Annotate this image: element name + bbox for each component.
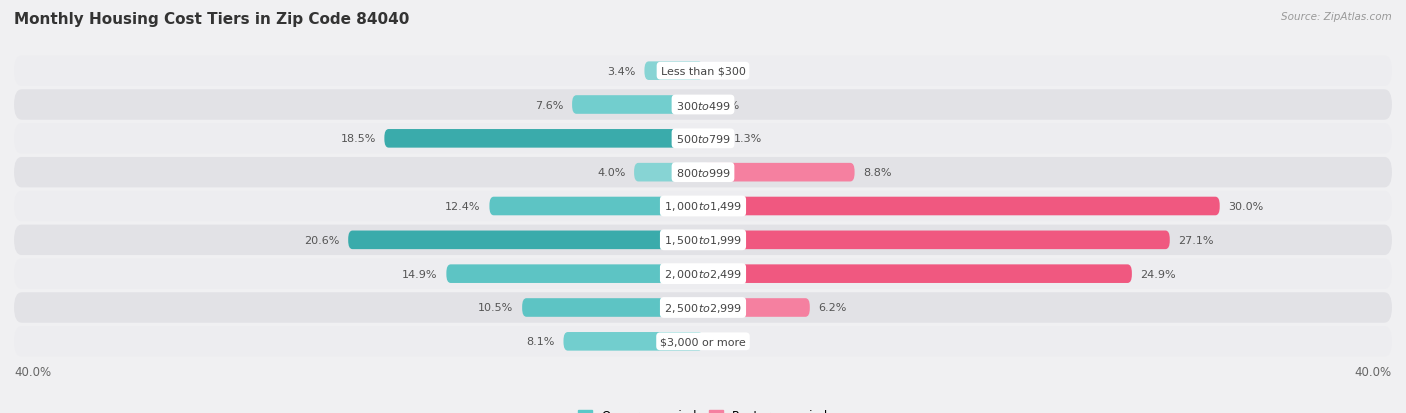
Text: $2,500 to $2,999: $2,500 to $2,999 [664, 301, 742, 314]
FancyBboxPatch shape [703, 164, 855, 182]
Text: 12.4%: 12.4% [446, 202, 481, 211]
Text: 3.4%: 3.4% [607, 66, 636, 76]
Text: 1.3%: 1.3% [734, 134, 762, 144]
FancyBboxPatch shape [564, 332, 703, 351]
FancyBboxPatch shape [349, 231, 703, 249]
FancyBboxPatch shape [14, 225, 1392, 255]
FancyBboxPatch shape [14, 124, 1392, 154]
Text: 8.1%: 8.1% [526, 337, 555, 347]
FancyBboxPatch shape [14, 326, 1392, 357]
Text: 40.0%: 40.0% [1355, 365, 1392, 378]
FancyBboxPatch shape [644, 62, 703, 81]
FancyBboxPatch shape [14, 158, 1392, 188]
FancyBboxPatch shape [489, 197, 703, 216]
Text: Monthly Housing Cost Tiers in Zip Code 84040: Monthly Housing Cost Tiers in Zip Code 8… [14, 12, 409, 27]
FancyBboxPatch shape [14, 292, 1392, 323]
FancyBboxPatch shape [14, 56, 1392, 87]
FancyBboxPatch shape [703, 265, 1132, 283]
Text: 0.0%: 0.0% [711, 66, 740, 76]
FancyBboxPatch shape [703, 299, 810, 317]
Text: $300 to $499: $300 to $499 [675, 99, 731, 111]
Text: 0.0%: 0.0% [711, 337, 740, 347]
Text: 24.9%: 24.9% [1140, 269, 1175, 279]
Text: 40.0%: 40.0% [14, 365, 51, 378]
FancyBboxPatch shape [703, 197, 1219, 216]
FancyBboxPatch shape [522, 299, 703, 317]
FancyBboxPatch shape [14, 191, 1392, 222]
FancyBboxPatch shape [14, 90, 1392, 121]
FancyBboxPatch shape [384, 130, 703, 148]
Text: 27.1%: 27.1% [1178, 235, 1213, 245]
Text: 4.0%: 4.0% [598, 168, 626, 178]
FancyBboxPatch shape [572, 96, 703, 114]
Text: 18.5%: 18.5% [340, 134, 375, 144]
Legend: Owner-occupied, Renter-occupied: Owner-occupied, Renter-occupied [572, 404, 834, 413]
FancyBboxPatch shape [446, 265, 703, 283]
Text: Source: ZipAtlas.com: Source: ZipAtlas.com [1281, 12, 1392, 22]
Text: 20.6%: 20.6% [304, 235, 340, 245]
Text: $800 to $999: $800 to $999 [675, 167, 731, 179]
Text: Less than $300: Less than $300 [661, 66, 745, 76]
Text: $3,000 or more: $3,000 or more [661, 337, 745, 347]
Text: $2,000 to $2,499: $2,000 to $2,499 [664, 268, 742, 280]
Text: $1,000 to $1,499: $1,000 to $1,499 [664, 200, 742, 213]
FancyBboxPatch shape [703, 130, 725, 148]
Text: 0.0%: 0.0% [711, 100, 740, 110]
Text: 7.6%: 7.6% [536, 100, 564, 110]
Text: 30.0%: 30.0% [1229, 202, 1264, 211]
FancyBboxPatch shape [14, 259, 1392, 289]
Text: $1,500 to $1,999: $1,500 to $1,999 [664, 234, 742, 247]
FancyBboxPatch shape [703, 231, 1170, 249]
Text: 14.9%: 14.9% [402, 269, 437, 279]
Text: 8.8%: 8.8% [863, 168, 891, 178]
FancyBboxPatch shape [634, 164, 703, 182]
Text: 6.2%: 6.2% [818, 303, 846, 313]
Text: 10.5%: 10.5% [478, 303, 513, 313]
Text: $500 to $799: $500 to $799 [675, 133, 731, 145]
